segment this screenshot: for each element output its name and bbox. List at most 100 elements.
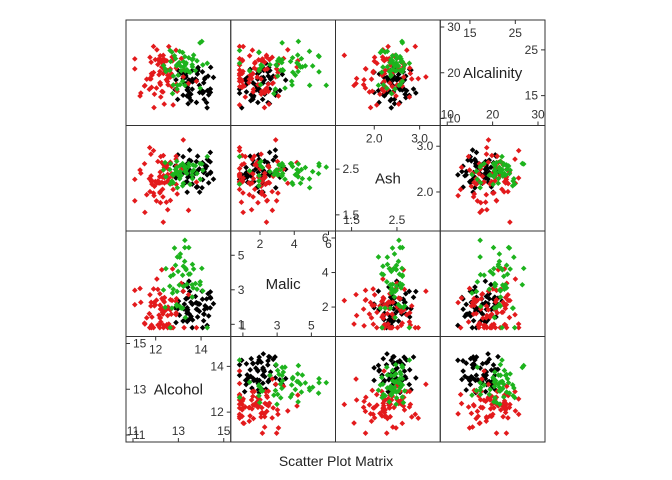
data-point — [390, 76, 397, 83]
data-point — [466, 285, 473, 292]
data-point — [143, 315, 150, 321]
data-point — [180, 288, 187, 295]
data-point — [258, 91, 264, 97]
data-point — [469, 147, 476, 153]
data-point — [194, 286, 200, 293]
panel-ash-vs-malic — [236, 137, 330, 225]
data-point — [473, 354, 480, 360]
data-point — [160, 194, 166, 200]
data-point — [477, 184, 483, 191]
data-point — [157, 94, 164, 100]
data-point — [236, 368, 243, 374]
data-point — [157, 190, 163, 196]
data-point — [493, 197, 500, 204]
data-point — [479, 207, 485, 214]
data-point — [258, 410, 264, 417]
tick-label: 6 — [325, 237, 332, 251]
data-point — [150, 69, 157, 76]
panel-alcalinity-vs-alcohol — [132, 38, 217, 111]
data-point — [246, 418, 253, 424]
data-point — [399, 281, 406, 288]
chart-title: Scatter Plot Matrix — [279, 453, 393, 469]
data-point — [381, 378, 387, 385]
data-point — [402, 373, 408, 380]
data-point — [194, 170, 200, 177]
data-point — [406, 404, 413, 410]
data-point — [458, 400, 465, 407]
data-point — [150, 190, 157, 196]
data-point — [485, 381, 492, 388]
data-point — [165, 82, 171, 88]
data-point — [407, 70, 414, 77]
data-point — [503, 166, 510, 173]
data-point — [466, 425, 473, 431]
data-point — [196, 82, 203, 89]
data-point — [189, 172, 195, 178]
data-point — [380, 82, 387, 88]
data-point — [401, 407, 408, 413]
data-point — [168, 70, 175, 77]
data-point — [280, 369, 287, 375]
data-point — [182, 53, 188, 60]
data-point — [393, 55, 400, 62]
data-point — [474, 297, 481, 304]
data-point — [166, 175, 172, 181]
panel-alcalinity-vs-malic — [236, 38, 330, 111]
data-point — [501, 189, 507, 195]
data-point — [341, 401, 348, 408]
data-point — [506, 404, 513, 411]
data-point — [487, 171, 494, 178]
data-point — [186, 311, 193, 317]
data-point — [401, 388, 408, 394]
tick-label: 25 — [525, 43, 539, 57]
data-point — [403, 357, 410, 363]
data-point — [472, 357, 478, 363]
data-point — [463, 301, 470, 308]
tick-label: 15 — [217, 424, 231, 438]
data-point — [361, 323, 367, 329]
data-point — [138, 170, 144, 177]
data-point — [387, 305, 394, 311]
data-point — [473, 288, 480, 295]
data-point — [273, 361, 279, 368]
data-point — [387, 385, 393, 392]
data-point — [290, 69, 296, 76]
tick-label: 14 — [210, 359, 224, 373]
data-point — [269, 207, 276, 214]
data-point — [380, 92, 387, 98]
data-point — [474, 176, 481, 183]
data-point — [251, 65, 258, 71]
data-point — [316, 69, 322, 75]
data-point — [490, 374, 496, 381]
data-point — [277, 166, 284, 173]
data-point — [390, 299, 396, 306]
data-point — [160, 62, 167, 69]
data-point — [505, 379, 512, 386]
data-point — [351, 420, 357, 426]
data-point — [170, 73, 177, 79]
data-point — [483, 293, 490, 300]
data-point — [491, 168, 498, 174]
data-point — [279, 40, 285, 46]
data-point — [497, 372, 504, 379]
data-point — [360, 81, 367, 88]
data-point — [491, 294, 498, 300]
data-point — [387, 405, 393, 411]
data-point — [192, 162, 199, 169]
data-point — [498, 407, 504, 413]
data-point — [297, 381, 304, 388]
data-point — [192, 67, 199, 74]
data-point — [369, 88, 376, 95]
data-point — [207, 149, 214, 156]
data-point — [388, 372, 394, 379]
data-point — [194, 153, 201, 160]
data-point — [295, 61, 302, 67]
data-point — [236, 357, 243, 363]
data-point — [205, 180, 212, 186]
data-point — [259, 430, 266, 436]
data-point — [362, 408, 369, 415]
tick-label: 20 — [486, 108, 500, 122]
data-point — [205, 73, 211, 79]
data-point — [180, 180, 187, 187]
data-point — [493, 304, 500, 311]
